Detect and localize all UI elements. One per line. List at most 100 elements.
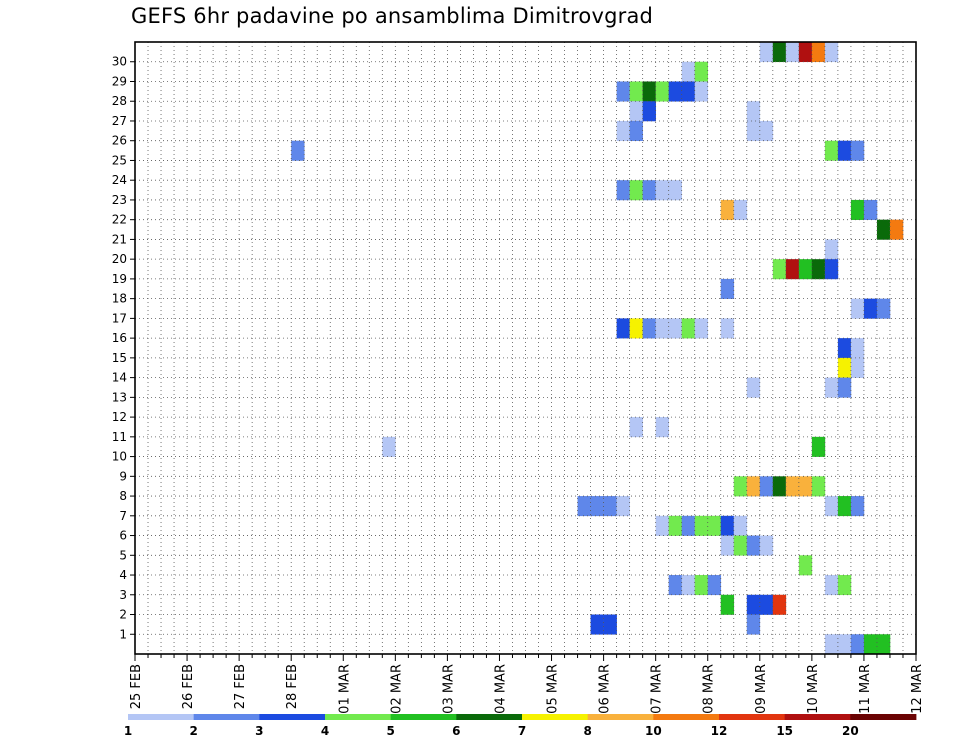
- legend-label: 6: [452, 724, 460, 738]
- heatmap-cell: [772, 476, 787, 497]
- x-tick-label: 25 FEB: [129, 664, 144, 709]
- heatmap-cell: [785, 42, 800, 63]
- heatmap-cell: [850, 199, 865, 220]
- cells-layer: [291, 42, 904, 655]
- x-tick-label: 05 MAR: [546, 664, 561, 714]
- x-tick-label: 26 FEB: [181, 664, 196, 709]
- heatmap-cell: [772, 259, 787, 280]
- legend-label: 7: [518, 724, 526, 738]
- y-tick-label: 28: [112, 94, 127, 108]
- legend-label: 5: [386, 724, 394, 738]
- x-tick-label: 28 FEB: [285, 664, 300, 709]
- legend-swatch: [784, 714, 851, 720]
- heatmap-cell: [577, 496, 591, 517]
- heatmap-cell: [694, 81, 709, 102]
- legend-label: 8: [583, 724, 591, 738]
- heatmap-cell: [850, 634, 865, 655]
- legend-label: 2: [189, 724, 197, 738]
- heatmap-cell: [603, 614, 617, 635]
- heatmap-cell: [694, 318, 709, 339]
- y-tick-label: 26: [112, 134, 127, 148]
- heatmap-cell: [707, 515, 722, 536]
- legend-swatch: [719, 714, 786, 720]
- heatmap-cell: [720, 199, 735, 220]
- heatmap-cell: [629, 417, 643, 438]
- heatmap-cell: [668, 515, 682, 536]
- heatmap-cell: [720, 594, 735, 615]
- heatmap-cell: [824, 140, 839, 161]
- x-tick-label: 08 MAR: [702, 664, 717, 714]
- y-tick-label: 19: [112, 272, 127, 286]
- heatmap-cell: [837, 634, 852, 655]
- heatmap-cell: [720, 535, 735, 556]
- heatmap-cell: [668, 575, 682, 596]
- legend-label: 15: [776, 724, 793, 738]
- heatmap-cell: [642, 318, 656, 339]
- legend: 1 2 3 4 5 6 7 8 10 12 15 20: [124, 714, 917, 738]
- heatmap-cell: [681, 575, 696, 596]
- y-tick-label: 20: [112, 252, 127, 266]
- heatmap-cell: [382, 436, 396, 457]
- heatmap-cell: [798, 42, 813, 63]
- heatmap-cell: [629, 180, 643, 201]
- heatmap-cell: [759, 594, 774, 615]
- y-tick-label: 25: [112, 153, 127, 167]
- x-tick-label: 27 FEB: [233, 664, 248, 709]
- heatmap-cell: [798, 555, 813, 576]
- legend-swatch: [193, 714, 260, 720]
- x-tick-label: 11 MAR: [858, 664, 873, 714]
- heatmap-cell: [863, 298, 878, 319]
- y-tick-label: 30: [112, 55, 127, 69]
- heatmap-cell: [837, 338, 852, 359]
- legend-swatch: [850, 714, 917, 720]
- heatmap-cell: [824, 575, 839, 596]
- heatmap-cell: [837, 496, 852, 517]
- heatmap-cell: [824, 42, 839, 63]
- heatmap-cell: [668, 180, 682, 201]
- x-tick-label: 09 MAR: [754, 664, 769, 714]
- heatmap-cell: [876, 298, 891, 319]
- heatmap-cell: [590, 614, 604, 635]
- heatmap-cell: [746, 101, 761, 122]
- heatmap-cell: [616, 496, 630, 517]
- heatmap-cell: [746, 476, 761, 497]
- y-tick-label: 17: [112, 311, 127, 325]
- heatmap-cell: [694, 61, 709, 82]
- heatmap-cell: [720, 278, 735, 299]
- legend-label: 20: [842, 724, 859, 738]
- heatmap-cell: [746, 614, 761, 635]
- heatmap-cell: [746, 120, 761, 142]
- heatmap-cell: [616, 81, 630, 102]
- x-tick-label: 12 MAR: [910, 664, 925, 714]
- y-tick-label: 21: [112, 232, 127, 246]
- y-tick-label: 5: [119, 548, 127, 562]
- heatmap-cell: [824, 377, 839, 398]
- heatmap-cell: [889, 219, 904, 240]
- legend-label: 4: [321, 724, 329, 738]
- heatmap-cell: [811, 476, 826, 497]
- heatmap-cell: [850, 298, 865, 319]
- heatmap-cell: [616, 318, 630, 339]
- heatmap-cell: [746, 594, 761, 615]
- heatmap-cell: [824, 239, 839, 260]
- y-tick-label: 16: [112, 331, 127, 345]
- heatmap-cell: [811, 42, 826, 63]
- y-tick-label: 10: [112, 450, 127, 464]
- heatmap-cell: [681, 81, 696, 102]
- x-tick-label: 03 MAR: [441, 664, 456, 714]
- heatmap-cell: [746, 377, 761, 398]
- heatmap-cell: [655, 318, 669, 339]
- y-tick-label: 27: [112, 114, 127, 128]
- legend-swatch: [390, 714, 457, 720]
- x-tick-label: 04 MAR: [493, 664, 508, 714]
- heatmap-cell: [629, 101, 643, 122]
- heatmap-cell: [759, 120, 774, 142]
- heatmap-cell: [642, 101, 656, 122]
- y-tick-label: 13: [112, 390, 127, 404]
- y-tick-label: 29: [112, 74, 127, 88]
- heatmap-cell: [850, 496, 865, 517]
- heatmap-cell: [746, 535, 761, 556]
- heatmap-cell: [785, 259, 800, 280]
- heatmap-cell: [720, 318, 735, 339]
